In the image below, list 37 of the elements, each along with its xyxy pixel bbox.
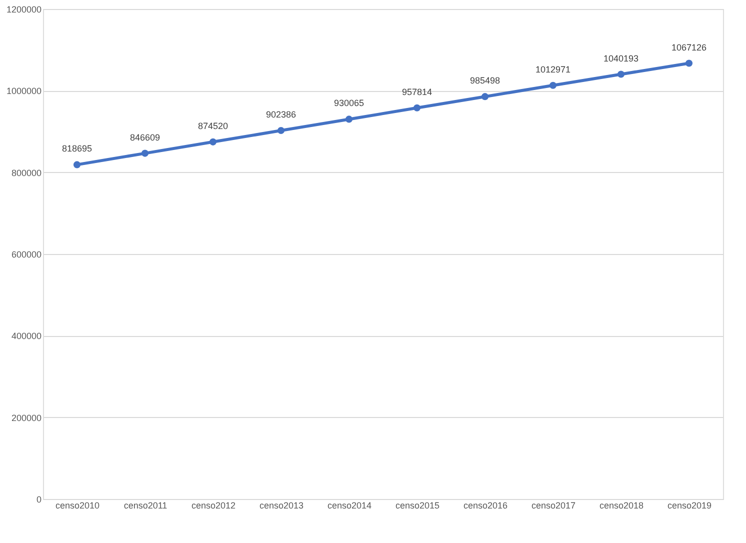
point: [345, 116, 353, 123]
x-tick-label: censo2017: [531, 500, 576, 510]
x-tick-label: censo2012: [191, 500, 236, 510]
x-tick-label: censo2013: [259, 500, 304, 510]
point: [685, 60, 693, 67]
x-tick-label: censo2019: [667, 500, 712, 510]
data-label: 1012971: [535, 64, 571, 74]
x-tick-label: censo2011: [124, 500, 168, 510]
point: [277, 126, 285, 134]
x-tick-label: censo2016: [463, 500, 508, 510]
x-tick-label: censo2015: [395, 500, 440, 510]
y-tick-label: 600000: [11, 250, 42, 260]
data-label: 985498: [470, 76, 500, 86]
data-label: 902386: [266, 110, 296, 120]
data-label: 1040193: [603, 53, 639, 64]
y-tick-label: 200000: [11, 412, 42, 423]
point: [209, 138, 217, 146]
y-tick-label: 1200000: [6, 4, 42, 14]
x-tick-label: censo2010: [55, 500, 100, 510]
y-tick-label: 0: [36, 494, 42, 504]
point: [549, 82, 557, 89]
point: [141, 150, 149, 157]
point: [617, 70, 625, 78]
point: [73, 161, 81, 168]
data-label: 874520: [198, 120, 228, 131]
data-label: 1067126: [671, 42, 707, 52]
y-tick-label: 400000: [11, 331, 42, 342]
point: [481, 93, 489, 100]
y-tick-label: 1000000: [6, 86, 42, 96]
data-label: 846609: [130, 132, 160, 142]
x-tick-label: censo2018: [599, 500, 644, 510]
x-tick-label: censo2014: [327, 500, 372, 510]
data-label: 930065: [334, 98, 364, 108]
data-label: 957814: [402, 86, 432, 97]
point: [413, 104, 421, 112]
y-tick-label: 800000: [11, 168, 42, 178]
data-label: 818695: [62, 144, 92, 154]
